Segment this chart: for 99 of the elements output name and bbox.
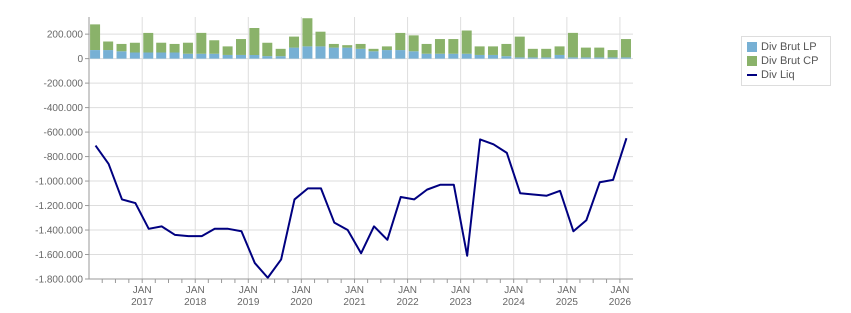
bar xyxy=(395,32,406,50)
y-tick-label: -1.800.000 xyxy=(35,274,84,286)
bar xyxy=(554,46,565,55)
bar xyxy=(434,39,445,54)
x-tick-label: JAN 2021 xyxy=(343,285,366,308)
bar xyxy=(143,52,154,59)
bar xyxy=(620,39,631,58)
bar xyxy=(249,54,260,59)
bar xyxy=(103,41,114,50)
line-series xyxy=(94,137,628,279)
bar xyxy=(276,48,286,56)
bar xyxy=(236,54,246,59)
bar xyxy=(156,42,166,53)
bar xyxy=(315,32,326,46)
bar xyxy=(90,24,100,50)
bar xyxy=(501,44,512,56)
bar xyxy=(448,39,458,54)
y-tick-label: 0 xyxy=(77,54,84,66)
y-tick-label: -1.000.000 xyxy=(35,176,84,188)
bar xyxy=(182,54,193,59)
bar xyxy=(209,54,220,59)
y-tick-label: 200.000 xyxy=(46,30,84,41)
bar xyxy=(170,44,180,53)
legend-label: Div Liq xyxy=(761,69,795,81)
bar xyxy=(276,56,286,59)
x-tick-label: JAN 2019 xyxy=(237,285,260,308)
bar xyxy=(580,48,591,58)
bar xyxy=(236,39,246,55)
y-tick-label: -1.400.000 xyxy=(35,226,84,237)
bar xyxy=(528,48,538,58)
bar xyxy=(474,54,485,59)
bar xyxy=(488,54,498,59)
bar xyxy=(462,54,472,59)
bar xyxy=(356,44,366,49)
bar xyxy=(262,42,272,56)
bar xyxy=(328,44,339,48)
x-tick-label: JAN 2023 xyxy=(450,285,472,308)
bar xyxy=(315,46,326,59)
y-tick-label: -200.000 xyxy=(44,78,84,90)
bar xyxy=(156,52,166,59)
y-tick-label: -600.000 xyxy=(44,128,84,139)
bar xyxy=(342,48,352,59)
bar xyxy=(434,54,445,59)
x-tick-label: JAN 2020 xyxy=(290,285,313,308)
legend-label: Div Brut CP xyxy=(761,55,818,67)
x-tick-label: JAN 2022 xyxy=(396,285,420,308)
bar xyxy=(143,32,154,53)
bar xyxy=(196,54,206,59)
bar xyxy=(422,54,432,59)
bar xyxy=(249,28,260,55)
bar xyxy=(554,54,565,59)
bar xyxy=(342,45,352,48)
bar xyxy=(222,46,233,55)
y-tick-label: -400.000 xyxy=(44,103,84,114)
bar xyxy=(170,52,180,59)
bar xyxy=(448,54,458,59)
bar xyxy=(514,36,525,58)
bar xyxy=(356,48,366,59)
x-tick-label: JAN 2017 xyxy=(131,285,154,308)
bar xyxy=(289,36,300,48)
bar xyxy=(116,44,127,52)
y-tick-label: -800.000 xyxy=(44,152,84,164)
bar xyxy=(462,30,472,54)
bar xyxy=(130,52,140,59)
bar xyxy=(488,46,498,55)
bar xyxy=(382,46,392,50)
bar xyxy=(302,46,312,59)
bar xyxy=(130,42,140,53)
x-tick-label: JAN 2025 xyxy=(556,285,578,308)
bar xyxy=(541,48,552,58)
x-tick-label: JAN 2018 xyxy=(184,285,207,308)
bar xyxy=(408,35,419,52)
bar xyxy=(594,48,604,58)
bar xyxy=(408,51,419,59)
bar xyxy=(328,48,339,59)
bar xyxy=(182,42,193,54)
y-tick-label: -1.600.000 xyxy=(35,250,84,262)
bar xyxy=(262,56,272,59)
bar xyxy=(501,56,512,59)
bar xyxy=(289,48,300,59)
bar xyxy=(116,51,127,59)
bar xyxy=(90,50,100,59)
x-tick-label: JAN 2026 xyxy=(608,285,632,308)
bar xyxy=(196,32,206,54)
x-tick-label: JAN 2024 xyxy=(502,285,526,308)
bar xyxy=(395,50,406,59)
bar xyxy=(422,44,432,54)
y-tick-label: -1.200.000 xyxy=(35,201,84,212)
bar xyxy=(608,50,618,58)
bar xyxy=(209,40,220,54)
bar xyxy=(368,48,379,52)
bar xyxy=(568,32,578,58)
bar xyxy=(302,18,312,46)
bar xyxy=(103,50,114,59)
bar xyxy=(474,46,485,55)
legend-label: Div Brut LP xyxy=(761,41,817,53)
bar xyxy=(382,50,392,59)
bar xyxy=(222,54,233,59)
bar xyxy=(368,51,379,59)
